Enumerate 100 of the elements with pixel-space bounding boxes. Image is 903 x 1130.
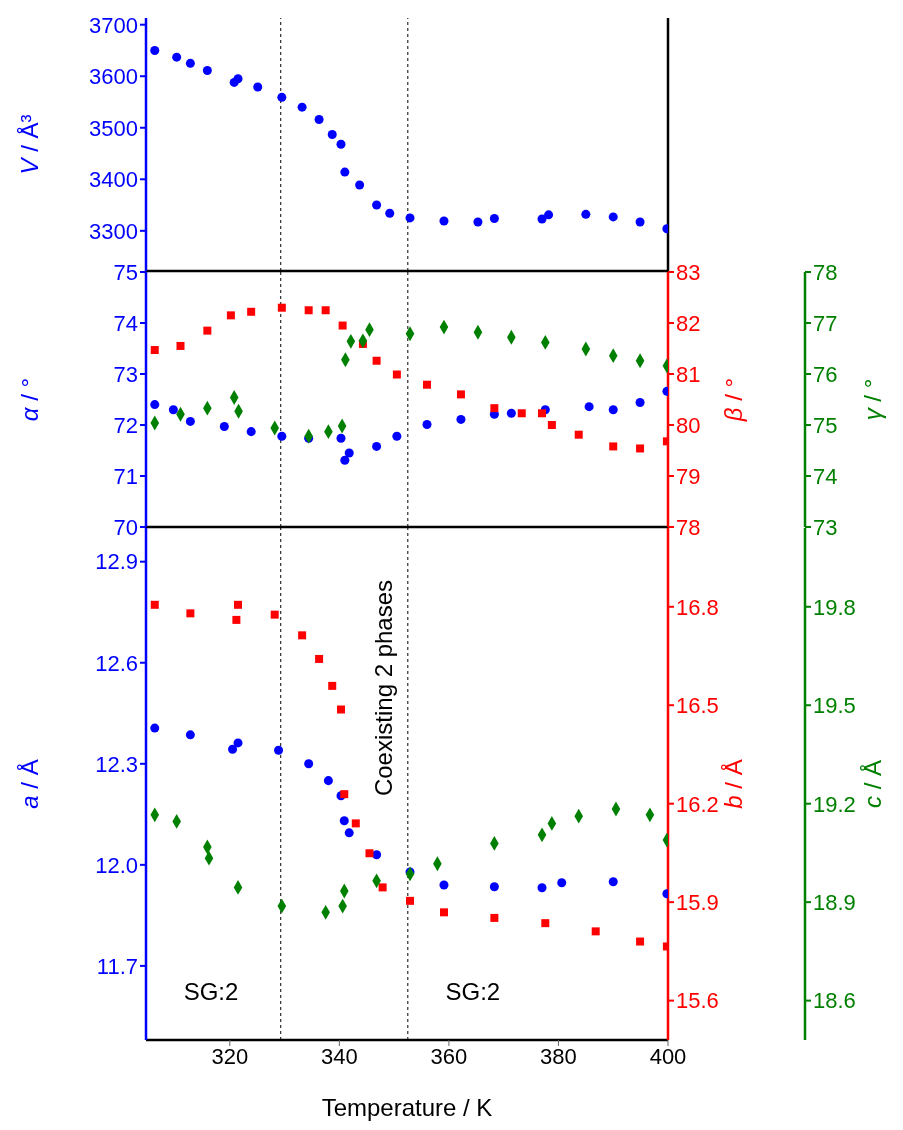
point bbox=[219, 422, 229, 432]
point bbox=[315, 654, 324, 663]
y-tick-label: 3500 bbox=[89, 115, 138, 141]
y-tick-label: 71 bbox=[113, 463, 138, 489]
point bbox=[392, 431, 402, 441]
y3-axis-title: c / Å bbox=[859, 759, 887, 809]
y2-tick-label: 16.2 bbox=[676, 791, 719, 817]
y3-tick-label: 77 bbox=[813, 310, 838, 336]
annotation: SG:2 bbox=[445, 978, 501, 1005]
y2-tick-label: 80 bbox=[676, 412, 701, 438]
point bbox=[253, 82, 263, 92]
x-axis-title: Temperature / K bbox=[321, 1094, 493, 1121]
point bbox=[150, 45, 160, 55]
point bbox=[635, 217, 645, 227]
point bbox=[517, 409, 526, 418]
y2-tick-label: 81 bbox=[676, 361, 701, 387]
point bbox=[547, 421, 556, 429]
point bbox=[202, 66, 212, 76]
point bbox=[351, 819, 360, 828]
point bbox=[537, 883, 547, 893]
y-tick-label: 12.3 bbox=[95, 751, 138, 777]
y3-tick-label: 73 bbox=[813, 514, 838, 540]
y2-tick-label: 83 bbox=[676, 259, 701, 285]
y3-tick-label: 74 bbox=[813, 463, 838, 489]
point bbox=[557, 878, 567, 888]
point bbox=[506, 408, 516, 418]
y3-tick-label: 19.8 bbox=[813, 594, 856, 620]
y-tick-label: 12.0 bbox=[95, 852, 138, 878]
point bbox=[489, 213, 499, 223]
point bbox=[338, 321, 347, 330]
point bbox=[247, 307, 256, 316]
point bbox=[233, 74, 243, 84]
point bbox=[385, 208, 395, 218]
point bbox=[337, 705, 345, 714]
y-tick-label: 72 bbox=[113, 412, 138, 438]
point bbox=[304, 306, 313, 315]
x-tick-label: 360 bbox=[430, 1043, 468, 1069]
y-tick-label: 3700 bbox=[89, 12, 138, 38]
point bbox=[321, 306, 330, 315]
y2-tick-label: 16.5 bbox=[676, 693, 719, 719]
y3-tick-label: 18.6 bbox=[813, 988, 856, 1014]
y-tick-label: 75 bbox=[113, 259, 138, 285]
point bbox=[277, 303, 286, 312]
point bbox=[372, 356, 381, 365]
annotation: Coexisting 2 phases bbox=[370, 579, 398, 797]
y-tick-label: 3600 bbox=[89, 64, 138, 90]
point bbox=[635, 398, 645, 408]
point bbox=[609, 442, 618, 451]
point bbox=[456, 390, 465, 399]
y-tick-label: 12.6 bbox=[95, 650, 138, 676]
point bbox=[150, 600, 159, 609]
point bbox=[439, 216, 449, 226]
point bbox=[406, 896, 415, 905]
point bbox=[339, 816, 349, 826]
y2-tick-label: 16.8 bbox=[676, 594, 719, 620]
point bbox=[185, 58, 195, 68]
point bbox=[392, 370, 401, 379]
y-tick-label: 70 bbox=[113, 514, 138, 540]
y2-tick-label: 78 bbox=[676, 514, 701, 540]
point bbox=[422, 419, 432, 429]
point bbox=[439, 908, 448, 917]
point bbox=[365, 849, 374, 858]
y3-tick-label: 75 bbox=[813, 412, 838, 438]
y-axis-title: α / ° bbox=[16, 377, 44, 422]
annotation: SG:2 bbox=[183, 978, 239, 1005]
point bbox=[277, 92, 287, 102]
y3-tick-label: 76 bbox=[813, 361, 838, 387]
point bbox=[336, 139, 346, 149]
point bbox=[344, 828, 354, 838]
point bbox=[340, 455, 350, 465]
y2-tick-label: 15.9 bbox=[676, 889, 719, 915]
point bbox=[233, 738, 243, 748]
point bbox=[323, 776, 333, 786]
point bbox=[636, 937, 645, 946]
point bbox=[372, 200, 382, 210]
point bbox=[176, 341, 185, 350]
x-tick-label: 320 bbox=[211, 1043, 249, 1069]
y-tick-label: 11.7 bbox=[96, 953, 138, 979]
point bbox=[489, 882, 499, 892]
point bbox=[490, 913, 499, 922]
y-tick-label: 73 bbox=[113, 361, 138, 387]
y2-axis-title: β / ° bbox=[720, 377, 748, 423]
point bbox=[297, 102, 307, 112]
y-axis-title: V / Å³ bbox=[16, 114, 44, 175]
point bbox=[608, 877, 618, 887]
y3-axis-title: γ / ° bbox=[859, 378, 887, 421]
y-tick-label: 3300 bbox=[89, 218, 138, 244]
y3-tick-label: 19.2 bbox=[813, 791, 856, 817]
point bbox=[150, 400, 160, 410]
point bbox=[298, 631, 307, 640]
point bbox=[636, 444, 645, 453]
y2-tick-label: 82 bbox=[676, 310, 701, 336]
point bbox=[172, 52, 182, 62]
point bbox=[340, 790, 349, 799]
y3-tick-label: 18.9 bbox=[813, 889, 856, 915]
y-axis-title: a / Å bbox=[16, 759, 44, 809]
point bbox=[473, 217, 483, 227]
point bbox=[422, 380, 431, 389]
point bbox=[185, 416, 195, 426]
point bbox=[234, 600, 243, 609]
